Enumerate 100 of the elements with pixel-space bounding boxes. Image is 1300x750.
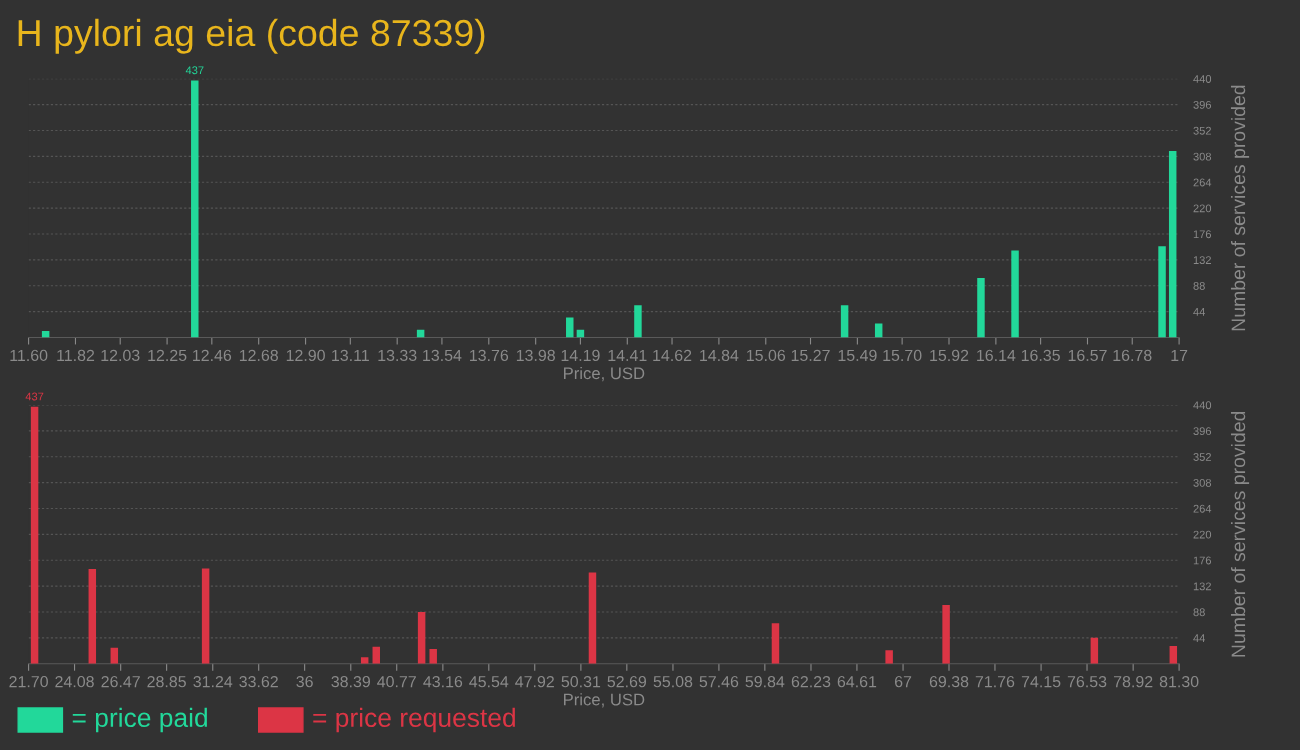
y-tick-label: 352 [1193, 126, 1211, 135]
x-tick-label: 28.85 [147, 675, 186, 688]
x-tick-label: 71.76 [975, 675, 1015, 688]
x-tick-label: 13.98 [516, 349, 555, 362]
y-axis-title: Number of services provided [1230, 85, 1250, 331]
x-tick-label: 12.90 [286, 349, 325, 362]
x-tick-label: 69.38 [929, 675, 969, 688]
y-axis-title: Number of services provided [1230, 411, 1250, 657]
bar [874, 323, 883, 338]
y-tick-label: 88 [1193, 282, 1205, 290]
y-tick-label: 44 [1193, 634, 1206, 642]
x-tick-label: 21.70 [9, 675, 48, 688]
bar [1169, 646, 1178, 664]
x-tick-label: 12.03 [101, 349, 140, 362]
x-tick-label: 15.70 [883, 349, 922, 362]
y-tick-label: 176 [1193, 230, 1212, 239]
x-axis-title: Price, USD [564, 693, 645, 708]
x-axis-title: Price, USD [564, 366, 645, 382]
x-tick-label: 57.46 [699, 675, 739, 688]
y-tick-label: 220 [1193, 204, 1212, 213]
x-tick-label: 81.30 [1159, 675, 1199, 688]
y-tick-label: 440 [1193, 401, 1212, 410]
x-tick-label: 12.46 [193, 349, 232, 362]
x-tick-label: 64.61 [837, 675, 877, 688]
x-tick-label: 36 [296, 675, 313, 688]
x-tick-label: 50.31 [561, 675, 601, 688]
x-tick-label: 38.39 [331, 675, 371, 688]
x-tick-label: 16.57 [1068, 349, 1107, 362]
y-tick-label: 352 [1193, 453, 1211, 461]
x-tick-label: 78.92 [1113, 675, 1153, 688]
bar [88, 569, 97, 664]
x-tick-label: 40.77 [377, 675, 416, 688]
bar [429, 649, 437, 664]
y-tick-label: 176 [1193, 556, 1212, 565]
x-tick-label: 13.11 [332, 349, 369, 362]
y-tick-label: 264 [1193, 504, 1212, 513]
x-tick-label: 52.69 [607, 675, 647, 688]
x-tick-label: 31.24 [193, 675, 233, 688]
y-tick-label: 220 [1193, 530, 1212, 539]
x-tick-label: 14.19 [561, 349, 600, 362]
bar [201, 568, 210, 664]
x-tick-label: 15.27 [791, 349, 830, 362]
x-tick-label: 33.62 [239, 675, 278, 688]
y-tick-label: 308 [1193, 152, 1212, 161]
x-tick-label: 12.68 [239, 349, 278, 362]
x-tick-label: 55.08 [653, 675, 693, 688]
y-tick-label: 264 [1193, 178, 1212, 187]
x-tick-label: 14.84 [700, 349, 739, 362]
bar [30, 406, 39, 664]
y-tick-label: 88 [1193, 608, 1205, 617]
bar [885, 650, 893, 664]
bar [566, 317, 574, 338]
y-tick-label: 308 [1193, 478, 1212, 487]
x-tick-label: 14.41 [608, 349, 647, 361]
x-tick-label: 59.84 [745, 675, 785, 688]
bar [840, 305, 849, 338]
x-tick-label: 14.62 [653, 349, 692, 362]
x-tick-label: 11.60 [10, 349, 48, 362]
x-tick-label: 16.14 [977, 349, 1016, 362]
x-tick-label: 11.82 [57, 349, 95, 362]
bar [942, 604, 950, 664]
data-label: 437 [25, 392, 44, 401]
x-tick-label: 45.54 [469, 676, 509, 688]
y-tick-label: 132 [1193, 256, 1211, 265]
x-tick-label: 15.06 [747, 349, 786, 362]
x-tick-label: 43.16 [423, 675, 463, 688]
x-tick-label: 76.53 [1067, 675, 1107, 688]
chart-title: H pylori ag eia (code 87339) [18, 18, 485, 54]
legend-label: = price paid [72, 707, 207, 733]
data-label: 437 [185, 66, 204, 75]
y-tick-label: 44 [1193, 308, 1206, 316]
bar [417, 612, 426, 664]
y-tick-label: 440 [1193, 75, 1212, 83]
x-tick-label: 13.54 [423, 349, 462, 362]
bar [1158, 246, 1166, 338]
legend-label: = price requested [313, 707, 515, 733]
x-tick-label: 15.49 [838, 349, 877, 362]
x-tick-label: 67 [894, 675, 912, 688]
x-tick-label: 74.15 [1021, 676, 1061, 688]
bar [1090, 637, 1099, 664]
x-tick-label: 62.23 [791, 675, 831, 688]
x-tick-label: 15.92 [930, 349, 969, 362]
x-tick-label: 17 [1171, 349, 1188, 361]
bar [1168, 151, 1177, 338]
x-tick-label: 13.76 [470, 349, 509, 362]
x-tick-label: 13.33 [378, 349, 417, 362]
x-tick-label: 47.92 [515, 675, 554, 688]
bar [588, 572, 597, 664]
x-tick-label: 16.35 [1021, 349, 1060, 362]
bar [771, 623, 780, 664]
x-tick-label: 12.25 [148, 349, 187, 362]
x-tick-label: 24.08 [55, 675, 94, 688]
y-tick-label: 396 [1193, 100, 1212, 109]
x-tick-label: 26.47 [101, 675, 140, 688]
y-tick-label: 132 [1193, 582, 1211, 591]
x-tick-label: 16.78 [1113, 349, 1152, 362]
bar [977, 278, 985, 338]
bar [1011, 250, 1019, 338]
y-tick-label: 396 [1193, 427, 1212, 436]
bar [634, 305, 642, 338]
